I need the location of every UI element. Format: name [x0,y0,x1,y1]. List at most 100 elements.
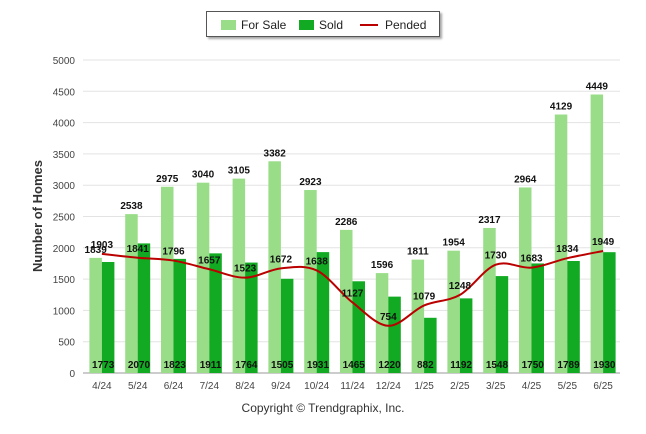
x-tick-label: 12/24 [376,381,401,392]
bar-sold [388,296,401,373]
for-sale-data-label: 1839 [85,245,108,256]
for-sale-data-label: 2964 [514,174,537,185]
sold-data-label: 1773 [92,360,115,371]
sold-data-label: 1789 [557,360,580,371]
pended-data-label: 1949 [592,237,615,248]
bar-sold [137,243,151,373]
bar-for-sale [554,114,568,373]
for-sale-data-label: 1954 [443,238,466,249]
pended-swatch [360,24,378,26]
x-tick-label: 7/24 [200,381,220,392]
pended-data-label: 1841 [127,244,150,255]
for-sale-data-label: 2286 [335,217,358,228]
x-axis-ticks: 4/24 5/24 6/24 7/24 8/24 9/24 10/24 11/24 12/24 1… [92,381,613,392]
pended-data-label: 1523 [234,264,257,275]
y-axis-ticks: 0 500 1000 1500 2000 2500 3000 3500 4000 4500 5000 [53,56,76,380]
pended-data-label: 1834 [556,244,579,255]
for-sale-swatch [221,20,236,30]
for-sale-data-label: 4449 [586,81,609,92]
bar-sold [280,278,294,373]
bar-for-sale [268,161,281,373]
bar-for-sale [161,186,174,373]
pended-data-label: 1638 [306,256,329,267]
bar-sold [495,276,509,373]
pended-line [101,250,604,327]
sold-data-label: 882 [417,360,434,371]
bar-sold [101,262,115,373]
legend: For Sale Sold Pended [206,11,440,37]
bar-for-sale [89,257,102,373]
for-sale-data-label: 4129 [550,102,573,113]
y-axis-label: Number of Homes [30,160,45,272]
for-sale-data-label: 2317 [478,215,501,226]
bar-for-sale [411,259,425,373]
y-tick-label: 500 [58,338,75,349]
bar-sold [245,262,258,373]
x-tick-label: 5/25 [558,381,578,392]
y-tick-label: 0 [69,369,75,380]
pended-data-label: 1796 [162,247,185,258]
x-tick-label: 6/25 [593,381,613,392]
y-tick-label: 5000 [53,56,76,67]
sold-data-label: 1823 [164,360,187,371]
for-sale-data-label: 1596 [371,260,394,271]
bar-for-sale [519,187,532,373]
bar-for-sale [196,182,210,373]
bar-sold [603,252,616,373]
y-tick-label: 3500 [53,150,76,161]
pended-data-label: 1657 [198,255,221,266]
pended-data-label: 1127 [342,288,364,299]
for-sale-data-label: 2538 [120,201,143,212]
pended-data-label: 1730 [485,251,508,262]
bar-for-sale [232,178,246,373]
x-tick-label: 4/24 [92,381,112,392]
x-tick-label: 10/24 [304,381,329,392]
pended-data-label: 1683 [520,254,543,265]
bar-sold [173,258,186,373]
sold-data-label: 1911 [200,360,222,371]
sold-data-label: 2070 [128,360,151,371]
for-sale-data-label: 3105 [228,166,251,177]
for-sale-data-label: 3382 [264,148,287,159]
x-tick-label: 9/24 [271,381,291,392]
sold-data-label: 1465 [343,360,366,371]
bar-for-sale [340,229,353,373]
pended-data-label: 1079 [413,291,436,302]
sold-data-label: 1750 [522,360,545,371]
y-tick-label: 2000 [53,244,76,255]
sold-data-label: 1220 [378,360,401,371]
pended-data-label: 1672 [270,254,293,265]
bar-sold [424,317,437,373]
sold-data-label: 1548 [486,360,509,371]
data-labels: 1839 1773 2538 2070 2975 1823 3040 1911 3105 1764… [85,81,616,371]
for-sale-data-label: 2923 [299,177,322,188]
bar-sold [209,253,222,373]
x-tick-label: 4/25 [522,381,542,392]
bar-for-sale [447,250,460,373]
pended-data-label: 1903 [91,240,114,251]
bar-for-sale [483,227,496,373]
pended-data-label: 754 [380,312,397,323]
bar-for-sale [375,273,389,373]
bar-for-sale [590,94,604,373]
sold-swatch [299,20,314,30]
y-tick-label: 3000 [53,181,76,192]
x-tick-label: 11/24 [340,381,365,392]
legend-pended-label: Pended [385,18,427,32]
x-tick-label: 5/24 [128,381,148,392]
sold-data-label: 1505 [271,360,294,371]
y-tick-label: 2500 [53,213,76,224]
y-tick-label: 4500 [53,87,76,98]
legend-sold-label: Sold [319,18,344,32]
bar-sold [531,263,544,373]
sold-data-label: 1192 [450,360,472,371]
bar-for-sale [125,214,138,373]
bars [89,94,616,373]
copyright-text: Copyright © Trendgraphix, Inc. [241,401,405,415]
legend-for-sale-label: For Sale [241,18,287,32]
for-sale-data-label: 2975 [156,174,179,185]
y-tick-label: 4000 [53,119,76,130]
for-sale-data-label: 3040 [192,170,215,181]
y-tick-label: 1500 [53,275,76,286]
